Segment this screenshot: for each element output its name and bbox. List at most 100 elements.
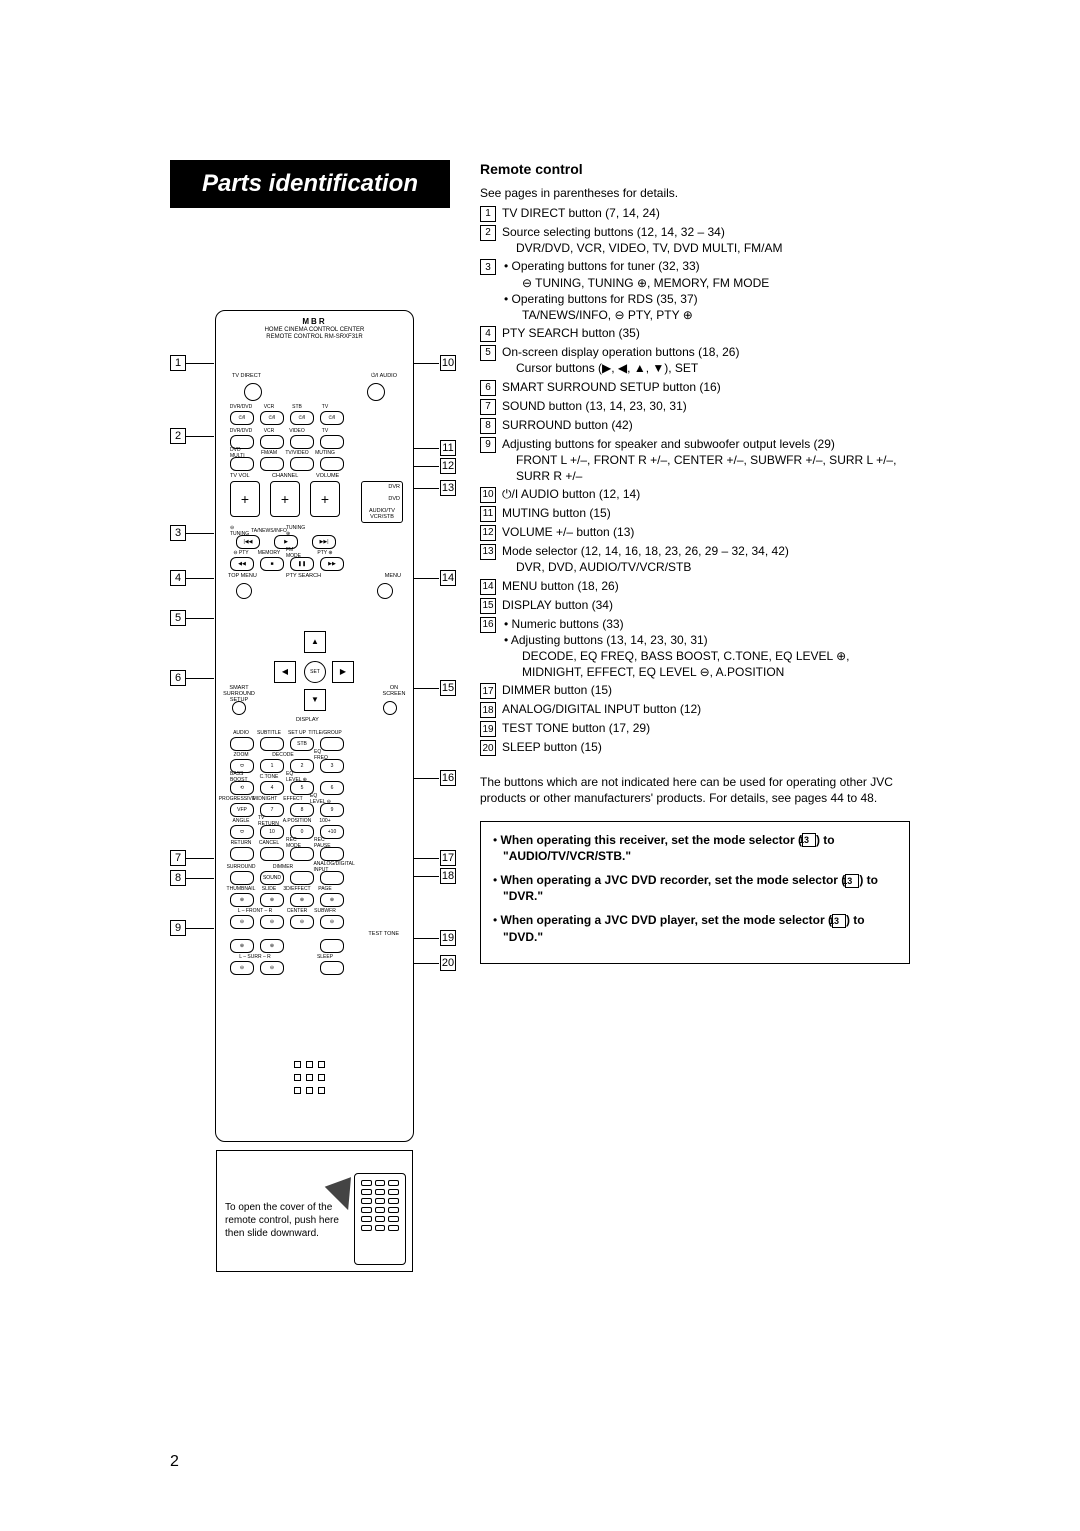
pause-button[interactable]: ❚❚ xyxy=(290,557,314,571)
cover-note-l2: remote control, push here xyxy=(225,1215,339,1226)
angle-button[interactable]: ⬭ xyxy=(230,825,254,839)
mode-selector-rules: When operating this receiver, set the mo… xyxy=(480,821,910,964)
item-num-3: 3 xyxy=(480,259,496,275)
callout-14: 14 xyxy=(440,570,456,586)
remote-line2: REMOTE CONTROL RM-SRXF31R xyxy=(216,334,413,341)
page-button[interactable]: ⊕ xyxy=(320,893,344,907)
remote-body: MBR HOME CINEMA CONTROL CENTER REMOTE CO… xyxy=(215,310,414,1142)
vfp-button[interactable]: VFP xyxy=(230,803,254,817)
num-1-button[interactable]: 1 xyxy=(260,759,284,773)
audio-power-button[interactable] xyxy=(367,383,385,401)
src-video-button[interactable] xyxy=(290,435,314,449)
note-paragraph: The buttons which are not indicated here… xyxy=(480,774,910,806)
item-num-16: 16 xyxy=(480,617,496,633)
cursor-up-button[interactable]: ▲ xyxy=(304,631,326,653)
set-button[interactable]: SET xyxy=(304,661,326,683)
dvrdvd-power-button[interactable]: ⏻/I xyxy=(230,411,254,425)
tvvideo-button[interactable] xyxy=(290,457,314,471)
cursor-right-button[interactable]: ▶ xyxy=(332,661,354,683)
callout-5: 5 xyxy=(170,610,186,626)
src-tv-button[interactable] xyxy=(320,435,344,449)
surr-l-minus-button[interactable]: ⊖ xyxy=(230,961,254,975)
setup-button[interactable]: STB xyxy=(290,737,314,751)
surr-r-plus-button[interactable]: ⊕ xyxy=(260,939,284,953)
src-vcr-button[interactable] xyxy=(260,435,284,449)
muting-button[interactable] xyxy=(320,457,344,471)
thumbnail-button[interactable]: ⊕ xyxy=(230,893,254,907)
dimmer-button[interactable] xyxy=(290,871,314,885)
callout-9: 9 xyxy=(170,920,186,936)
item-num-5: 5 xyxy=(480,345,496,361)
volume-button[interactable]: + xyxy=(310,481,340,517)
num-4-button[interactable]: 4 xyxy=(260,781,284,795)
callout-12: 12 xyxy=(440,458,456,474)
slide-button[interactable]: ⊕ xyxy=(260,893,284,907)
item-num-13: 13 xyxy=(480,544,496,560)
item-num-2: 2 xyxy=(480,225,496,241)
stop-button[interactable]: ■ xyxy=(260,557,284,571)
item-num-7: 7 xyxy=(480,399,496,415)
callout-15: 15 xyxy=(440,680,456,696)
vcr-power-button[interactable]: ⏻/I xyxy=(260,411,284,425)
return-button[interactable] xyxy=(230,847,254,861)
num-10-button[interactable]: 10 xyxy=(260,825,284,839)
lbl-tvdirect: TV DIRECT xyxy=(232,373,261,379)
pty-down-button[interactable]: ◀◀ xyxy=(230,557,254,571)
cursor-left-button[interactable]: ◀ xyxy=(274,661,296,683)
callout-3: 3 xyxy=(170,525,186,541)
mode-selector[interactable]: DVR DVD AUDIO/TV VCR/STB xyxy=(361,481,403,523)
tuning-down-button[interactable]: |◀◀ xyxy=(236,535,260,549)
item-num-19: 19 xyxy=(480,721,496,737)
recmode-button[interactable] xyxy=(290,847,314,861)
center-adj-button[interactable]: ⊖ xyxy=(290,915,314,929)
cursor-down-button[interactable]: ▼ xyxy=(304,689,326,711)
front-r-button[interactable]: ⊖ xyxy=(260,915,284,929)
tuning-up-button[interactable]: ▶▶| xyxy=(312,535,336,549)
remote-line1: HOME CINEMA CONTROL CENTER xyxy=(216,327,413,334)
tv-direct-button[interactable] xyxy=(244,383,262,401)
src-fmam-button[interactable] xyxy=(260,457,284,471)
item-num-12: 12 xyxy=(480,525,496,541)
description-list: 1TV DIRECT button (7, 14, 24)2Source sel… xyxy=(480,205,910,756)
effect3d-button[interactable]: ⊕ xyxy=(290,893,314,907)
remote-figure: 123456789 1011121314151617181920 MBR HOM… xyxy=(170,310,457,1280)
smart-surround-button[interactable] xyxy=(232,701,246,715)
menu-button[interactable] xyxy=(377,583,393,599)
num-3-button[interactable]: 3 xyxy=(320,759,344,773)
sleep-button[interactable] xyxy=(320,961,344,975)
item-num-17: 17 xyxy=(480,683,496,699)
num-8-button[interactable]: 8 xyxy=(290,803,314,817)
cancel-button[interactable] xyxy=(260,847,284,861)
analogdigital-button[interactable] xyxy=(320,871,344,885)
front-l-button[interactable]: ⊖ xyxy=(230,915,254,929)
num-9-button[interactable]: 9 xyxy=(320,803,344,817)
callout-10: 10 xyxy=(440,355,456,371)
repeat-button[interactable]: ⟲ xyxy=(230,781,254,795)
surr-r-minus-button[interactable]: ⊖ xyxy=(260,961,284,975)
pty-up-button[interactable]: ▶▶ xyxy=(320,557,344,571)
recpause-button[interactable] xyxy=(320,847,344,861)
tv-power-button[interactable]: ⏻/I xyxy=(320,411,344,425)
testtone-button[interactable] xyxy=(320,939,344,953)
callout-2: 2 xyxy=(170,428,186,444)
onscreen-button[interactable] xyxy=(383,701,397,715)
surr-l-plus-button[interactable]: ⊕ xyxy=(230,939,254,953)
callout-1: 1 xyxy=(170,355,186,371)
item-num-10: 10 xyxy=(480,487,496,503)
item-num-20: 20 xyxy=(480,740,496,756)
stb-power-button[interactable]: ⏻/I xyxy=(290,411,314,425)
src-dvdmulti-button[interactable] xyxy=(230,457,254,471)
callout-16: 16 xyxy=(440,770,456,786)
sound-button[interactable]: SOUND xyxy=(260,871,284,885)
surround-button[interactable] xyxy=(230,871,254,885)
topmenu-button[interactable] xyxy=(236,583,252,599)
item-num-9: 9 xyxy=(480,437,496,453)
subtitle-button[interactable] xyxy=(260,737,284,751)
channel-button[interactable]: + xyxy=(270,481,300,517)
subwfr-adj-button[interactable]: ⊖ xyxy=(320,915,344,929)
callout-18: 18 xyxy=(440,868,456,884)
tvvol-button[interactable]: + xyxy=(230,481,260,517)
audio-button[interactable] xyxy=(230,737,254,751)
callout-7: 7 xyxy=(170,850,186,866)
callout-20: 20 xyxy=(440,955,456,971)
